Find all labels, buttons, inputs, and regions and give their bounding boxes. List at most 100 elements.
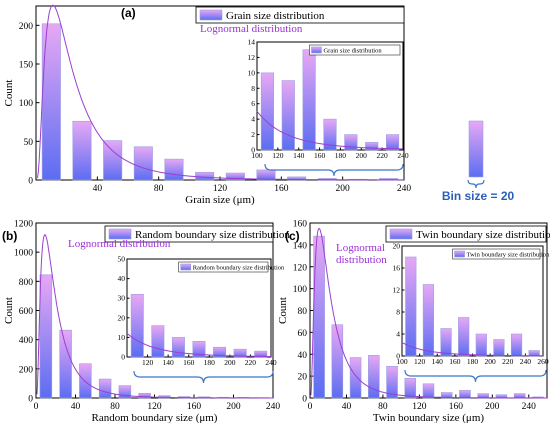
x-tick-label: 0 [308,402,313,412]
inset-legend-swatch [454,250,465,258]
lognormal-label: Lognormal distribution [200,23,303,35]
histogram-bar [103,140,123,181]
histogram-bar [79,363,92,399]
lognormal-fit-curve [36,234,273,399]
x-tick-label: 100 [396,357,408,366]
y-tick-label: 30 [118,294,126,303]
panel-label: (c) [285,229,300,243]
histogram-bar [39,274,53,399]
y-tick-label: 0 [302,395,307,405]
x-tick-label: 200 [226,402,241,412]
y-tick-label: 100 [293,285,308,295]
histogram-bar [386,365,398,399]
histogram-bar [118,385,132,399]
inset-legend-box [178,261,269,273]
legend-swatch [199,9,223,21]
x-tick-label: 180 [204,358,216,367]
x-axis-label: Random boundary size (μm) [92,412,218,423]
x-tick-label: 200 [356,151,368,160]
x-axis-label: Twin boundary size (μm) [373,412,484,423]
histogram-bar [133,146,153,181]
x-tick-label: 120 [147,402,162,412]
y-tick-label: 20 [393,242,401,251]
x-tick-label: 220 [502,357,514,366]
x-tick-label: 140 [293,151,305,160]
histogram-bar [256,169,276,181]
inset-histogram-bar [254,350,268,358]
x-tick-label: 200 [224,358,236,367]
x-tick-label: 240 [397,151,409,160]
x-tick-label: 200 [336,184,351,194]
y-tick-label: 160 [293,220,308,230]
y-tick-label: 0 [28,395,33,405]
inset-histogram-bar [302,49,316,151]
y-tick-label: 6 [251,99,255,108]
x-tick-label: 220 [245,358,257,367]
inset-brace [133,370,274,384]
y-tick-label: 50 [24,138,34,148]
lognormal-label: Lognormal distribution [68,238,171,250]
x-tick-label: 40 [93,184,103,194]
x-tick-label: 240 [265,358,277,367]
inset-histogram-bar [528,350,540,357]
x-tick-label: 120 [414,357,426,366]
inset-histogram-bar [365,141,379,151]
inset-background [127,259,271,357]
x-tick-label: 160 [449,357,461,366]
panel-label: (b) [2,229,17,243]
inset-histogram-bar [323,118,337,151]
lognormal-fit-curve [37,4,404,181]
legend-swatch [108,228,132,240]
histogram-bar [440,392,453,399]
inset-histogram-bar [130,293,144,358]
x-tick-label: 80 [110,402,120,412]
inset-legend-label: Random boundary size distribution [193,265,285,272]
x-tick-label: 140 [432,357,444,366]
legend-label: Grain size distribution [226,10,325,22]
y-tick-label: 200 [19,22,34,32]
y-tick-label: 600 [19,307,34,317]
x-tick-label: 180 [335,151,347,160]
inset-histogram-bar [281,80,295,151]
inset-legend-box [309,44,401,56]
legend-box [385,225,547,243]
inset-chart: 100 120 140 160 180 200 220 240 260 0 4 8 12 16 20 Twin… [393,242,550,367]
x-tick-label: 80 [154,184,164,194]
x-tick-label: 100 [251,151,263,160]
y-axis-label: Count [277,297,289,324]
x-tick-label: 220 [377,151,389,160]
chart-panel-c: 0 40 80 120 160 200 240020406080100120140160Tw… [277,220,550,423]
y-tick-label: 10 [248,68,256,77]
lognormal-fit-curve [256,110,404,150]
bin-example-bar [468,120,484,178]
histogram-bar [404,378,417,399]
inset-legend-box [452,248,541,260]
y-tick-label: 16 [393,264,401,273]
y-tick-label: 120 [293,263,308,273]
x-tick-label: 140 [163,358,175,367]
histogram-bar [368,355,380,399]
histogram-bar [195,171,215,181]
inset-histogram-bar [475,333,487,357]
inset-histogram-bar [233,348,247,358]
chart-panel-b: 0 40 80 120 160 200 240020040060080010001200Ra… [2,220,290,423]
bin-brace [467,179,485,189]
x-axis-label: Grain size (μm) [185,194,255,206]
histogram-bar [225,172,245,181]
inset-histogram-bar [510,333,523,357]
inset-histogram-bar [405,256,417,357]
inset-histogram-bar [422,284,435,357]
y-axis-label: Count [3,297,15,324]
histogram-bar [138,393,151,399]
legend-box [104,225,274,243]
inset-brace [264,163,404,177]
x-tick-label: 240 [522,402,537,412]
inset-legend-label: Grain size distribution [323,48,382,55]
inset-histogram-bar [493,339,505,357]
y-tick-label: 400 [19,336,34,346]
inset-histogram-bar [213,346,227,358]
x-tick-label: 180 [467,357,479,366]
y-tick-label: 4 [396,330,400,339]
y-tick-label: 4 [251,115,255,124]
